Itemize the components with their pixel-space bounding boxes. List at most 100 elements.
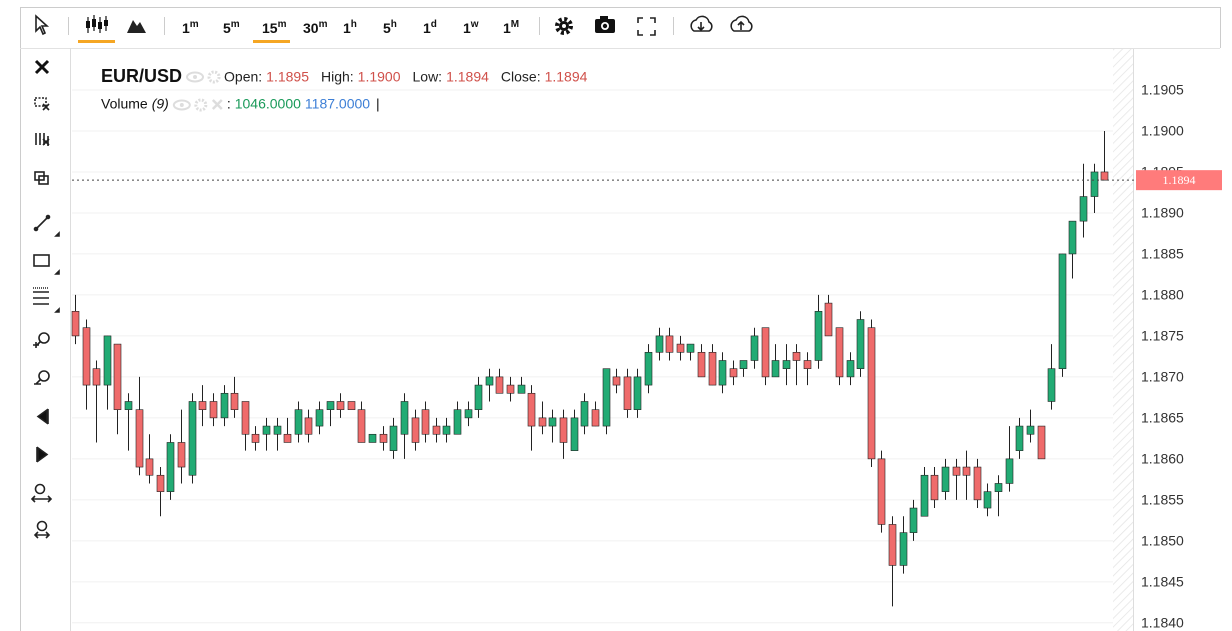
interval-number: 1 [463, 20, 471, 36]
candle-body [273, 425, 282, 435]
y-tick-label: 1.1870 [1141, 369, 1184, 385]
candle-body [442, 425, 451, 435]
candle-body [198, 401, 207, 410]
interval-number: 1 [503, 20, 511, 36]
interval-button[interactable]: 1w [463, 19, 479, 36]
candle-body [368, 433, 377, 443]
candle-body [899, 532, 908, 566]
candle-body [952, 466, 961, 476]
candle-body [517, 384, 526, 394]
interval-button[interactable]: 15m [262, 19, 287, 36]
candle-body [1100, 171, 1109, 181]
interval-button[interactable]: 1M [503, 19, 519, 36]
y-tick-label: 1.1890 [1141, 205, 1184, 221]
interval-button[interactable]: 1h [343, 19, 357, 36]
candle-body [453, 409, 462, 435]
sidebar-tools[interactable] [30, 97, 60, 539]
interval-button[interactable]: 1m [182, 19, 199, 36]
candle-body [973, 466, 982, 501]
visibility-icon[interactable] [172, 99, 191, 111]
y-tick-label: 1.1860 [1141, 451, 1184, 467]
candle-body [644, 351, 653, 386]
interval-button[interactable]: 1d [423, 19, 437, 36]
interval-unit: m [231, 19, 240, 30]
volume-separator: : [227, 96, 231, 112]
candle-body [771, 360, 780, 378]
screenshot-button[interactable] [595, 16, 615, 33]
chart-legend: EUR/USD Open: 1.1895 High: 1.1900 Low: 1.1894 C… [101, 66, 588, 112]
candle-body [262, 425, 271, 435]
candle-body [166, 442, 175, 492]
interval-number: 1 [423, 20, 431, 36]
ohlc-label: Low: [413, 69, 443, 85]
area-button[interactable] [127, 20, 146, 33]
candle-body [527, 392, 536, 427]
price-axis: 1.1840 1.1845 1.1850 1.1855 1.1860 1.1865 1.18… [72, 82, 1222, 631]
ohlc-label: High: [321, 69, 354, 85]
candle-body [782, 360, 791, 369]
candle-body [103, 335, 112, 386]
eye [172, 99, 191, 111]
interval-unit: m [190, 19, 199, 30]
fullscreen-button[interactable] [637, 17, 656, 36]
candle-body [803, 360, 812, 369]
candle-body [1037, 425, 1046, 460]
candle-body [71, 311, 80, 337]
y-tick-label: 1.1845 [1141, 574, 1184, 590]
candle-body [220, 392, 229, 419]
cursor-tool[interactable] [35, 14, 50, 36]
candle-body [135, 409, 144, 468]
remove-icon[interactable] [211, 99, 223, 110]
candle-body [962, 466, 971, 476]
ohlc-value: 1.1894 [545, 69, 588, 85]
candle-body [400, 401, 409, 435]
interval-button[interactable]: 5h [383, 19, 397, 36]
interval-number: 5 [223, 20, 231, 36]
interval-unit: m [319, 19, 328, 30]
interval-button[interactable]: 30m [303, 19, 328, 36]
y-tick-label: 1.1885 [1141, 246, 1184, 262]
ohlc-value: 1.1894 [446, 69, 489, 85]
candle-body [389, 425, 398, 451]
candle-body [612, 376, 621, 386]
candle-body [506, 384, 515, 394]
toolbar [35, 14, 753, 43]
candle-body [930, 474, 939, 501]
interval-button[interactable]: 5m [223, 19, 240, 36]
candle-body [994, 483, 1003, 492]
visibility-icon[interactable] [186, 71, 205, 83]
candle-body [177, 442, 186, 468]
close-button[interactable] [34, 59, 50, 75]
candles-button[interactable] [78, 15, 115, 43]
sidebar [30, 59, 60, 539]
candle-body [188, 401, 197, 476]
candles [71, 130, 1109, 607]
interval-number: 30 [303, 20, 319, 36]
ohlc-value: 1.1900 [358, 69, 401, 85]
settings-icon[interactable] [207, 70, 221, 84]
settings-button[interactable] [555, 17, 573, 35]
candle-body [750, 335, 759, 361]
download-button[interactable] [690, 15, 713, 32]
candle-body [655, 335, 664, 353]
upload-button[interactable] [730, 15, 753, 32]
candle-body [814, 311, 823, 361]
interval-unit: M [511, 19, 519, 30]
interval-number: 5 [383, 20, 391, 36]
candle-body [909, 507, 918, 533]
ohlc-value: 1.1895 [266, 69, 309, 85]
candle-body [209, 401, 218, 419]
candle-body [888, 524, 897, 566]
candle-body [623, 376, 632, 410]
y-tick-label: 1.1900 [1141, 123, 1184, 139]
last-price-label: 1.1894 [1163, 173, 1196, 187]
pupil [179, 103, 184, 107]
candle-body [877, 458, 886, 525]
interval-unit: w [470, 19, 479, 30]
candle-body [665, 335, 674, 353]
candle-body [357, 409, 366, 443]
settings-icon[interactable] [194, 98, 208, 112]
volume-value: 1046.0000 [235, 96, 301, 112]
interval-unit: m [278, 19, 287, 30]
